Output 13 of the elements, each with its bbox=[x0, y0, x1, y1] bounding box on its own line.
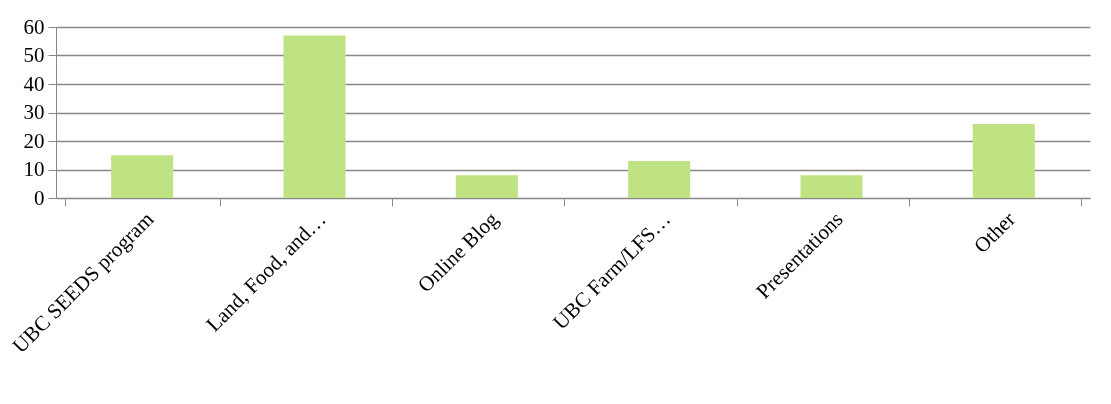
y-tick-label: 60 bbox=[23, 14, 45, 39]
bar bbox=[455, 175, 518, 198]
y-tick-label: 30 bbox=[23, 100, 45, 124]
y-tick-label: 0 bbox=[34, 185, 45, 210]
bar bbox=[283, 35, 346, 198]
y-tick-label: 50 bbox=[23, 43, 45, 67]
bar bbox=[972, 123, 1035, 198]
bar bbox=[111, 155, 174, 198]
y-tick-label: 20 bbox=[23, 128, 45, 153]
y-tick-label: 10 bbox=[23, 157, 45, 181]
bar bbox=[800, 175, 863, 198]
bar bbox=[628, 160, 691, 198]
y-tick-label: 40 bbox=[23, 71, 45, 96]
